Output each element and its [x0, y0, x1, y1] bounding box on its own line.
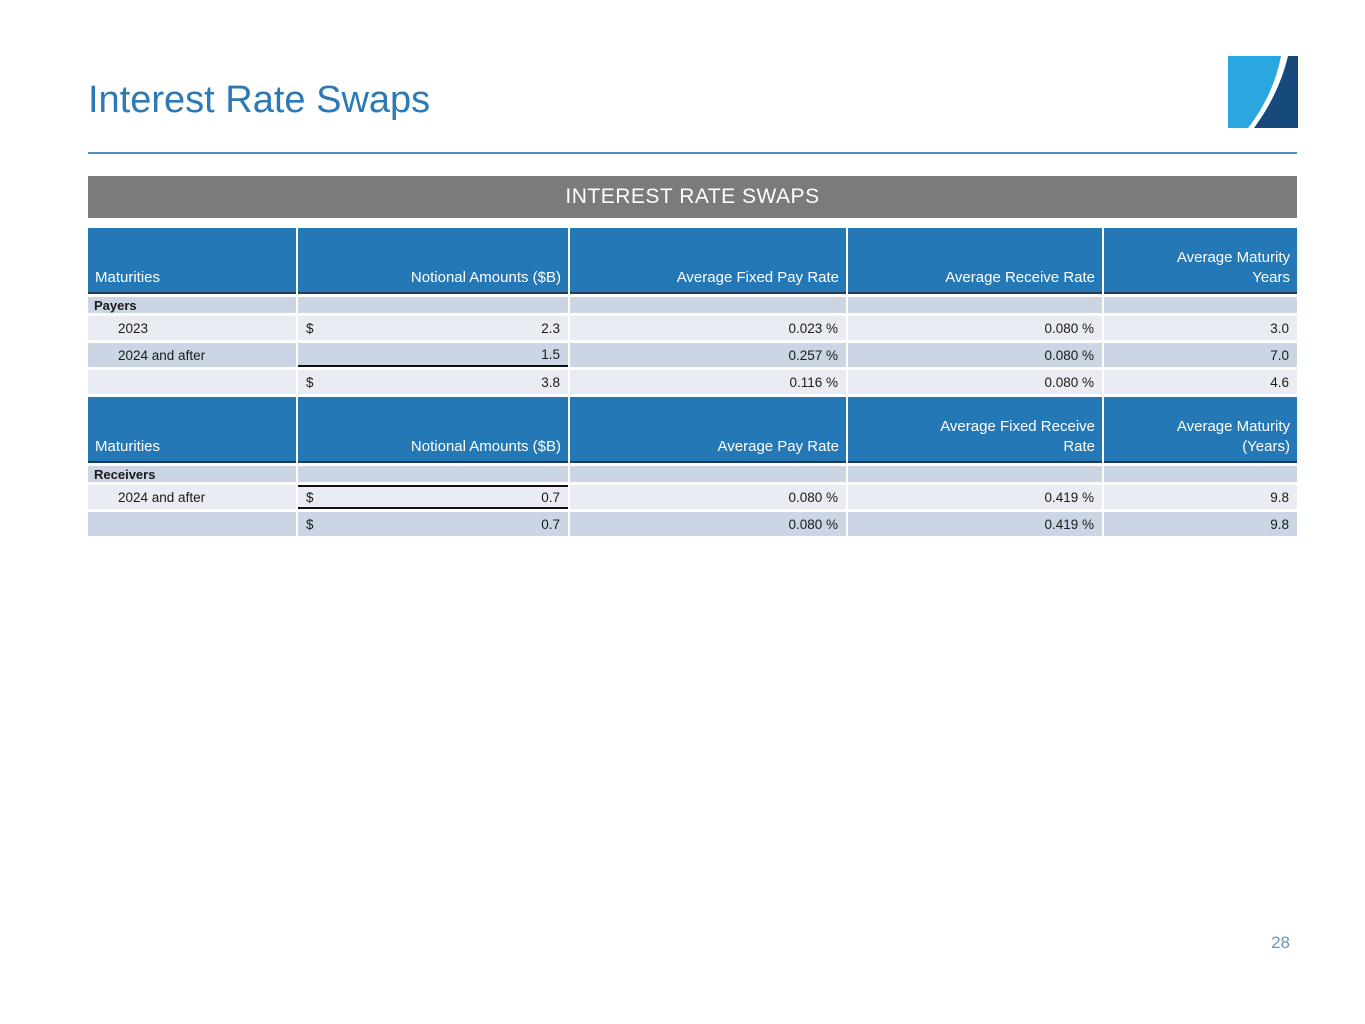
- cell-pay-rate: 0.116 %: [570, 370, 846, 394]
- section-empty-cell: [298, 297, 568, 313]
- slide-title: Interest Rate Swaps: [88, 79, 431, 121]
- cell-receive-rate: 0.419 %: [848, 485, 1102, 509]
- header-average-pay-rate: Average Pay Rate: [570, 397, 846, 463]
- section-empty-cell: [1104, 297, 1297, 313]
- section-empty-cell: [570, 466, 846, 482]
- notional-value: 0.7: [541, 489, 560, 505]
- header-average-fixed-pay-rate: Average Fixed Pay Rate: [570, 228, 846, 294]
- cell-pay-rate: 0.080 %: [570, 512, 846, 536]
- notional-value: 1.5: [541, 346, 560, 362]
- receivers-table: Maturities Notional Amounts ($B) Average…: [88, 397, 1297, 536]
- header-average-maturity-years: Average Maturity (Years): [1104, 397, 1297, 463]
- section-label-receivers: Receivers: [88, 466, 296, 482]
- currency-symbol: $: [306, 489, 314, 505]
- company-logo-icon: [1228, 56, 1298, 128]
- cell-receive-rate: 0.080 %: [848, 343, 1102, 367]
- page-number: 28: [1271, 933, 1290, 952]
- cell-average-maturity: 7.0: [1104, 343, 1297, 367]
- cell-receive-rate: 0.419 %: [848, 512, 1102, 536]
- cell-pay-rate: 0.257 %: [570, 343, 846, 367]
- section-label-payers: Payers: [88, 297, 296, 313]
- cell-average-maturity: 4.6: [1104, 370, 1297, 394]
- cell-pay-rate: 0.023 %: [570, 316, 846, 340]
- cell-maturity: [88, 512, 296, 536]
- section-empty-cell: [570, 297, 846, 313]
- header-average-maturity-years: Average Maturity Years: [1104, 228, 1297, 294]
- header-average-receive-rate: Average Receive Rate: [848, 228, 1102, 294]
- company-logo-svg: [1228, 56, 1298, 128]
- cell-average-maturity: 9.8: [1104, 485, 1297, 509]
- banner-label: INTEREST RATE SWAPS: [565, 185, 820, 208]
- header-notional-amounts: Notional Amounts ($B): [298, 228, 568, 294]
- table-banner: INTEREST RATE SWAPS: [88, 176, 1297, 218]
- cell-average-maturity: 3.0: [1104, 316, 1297, 340]
- cell-receive-rate: 0.080 %: [848, 370, 1102, 394]
- currency-symbol: $: [306, 320, 314, 336]
- currency-symbol: $: [306, 516, 314, 532]
- cell-notional: $ 0.7: [298, 485, 568, 509]
- cell-maturity: 2024 and after: [88, 485, 296, 509]
- payers-table: Maturities Notional Amounts ($B) Average…: [88, 228, 1297, 394]
- notional-value: 3.8: [541, 374, 560, 390]
- cell-notional: $ 0.7: [298, 512, 568, 536]
- cell-receive-rate: 0.080 %: [848, 316, 1102, 340]
- header-maturities: Maturities: [88, 397, 296, 463]
- title-divider: [88, 152, 1297, 154]
- header-notional-amounts: Notional Amounts ($B): [298, 397, 568, 463]
- section-empty-cell: [298, 466, 568, 482]
- cell-notional: 1.5: [298, 343, 568, 367]
- cell-maturity: 2023: [88, 316, 296, 340]
- section-empty-cell: [848, 297, 1102, 313]
- header-average-fixed-receive-rate: Average Fixed Receive Rate: [848, 397, 1102, 463]
- notional-value: 2.3: [541, 320, 560, 336]
- section-empty-cell: [1104, 466, 1297, 482]
- cell-maturity: 2024 and after: [88, 343, 296, 367]
- section-empty-cell: [848, 466, 1102, 482]
- header-maturities: Maturities: [88, 228, 296, 294]
- swap-tables: Maturities Notional Amounts ($B) Average…: [88, 228, 1297, 536]
- currency-symbol: $: [306, 374, 314, 390]
- cell-average-maturity: 9.8: [1104, 512, 1297, 536]
- cell-notional: $ 3.8: [298, 370, 568, 394]
- cell-pay-rate: 0.080 %: [570, 485, 846, 509]
- cell-maturity: [88, 370, 296, 394]
- cell-notional: $ 2.3: [298, 316, 568, 340]
- notional-value: 0.7: [541, 516, 560, 532]
